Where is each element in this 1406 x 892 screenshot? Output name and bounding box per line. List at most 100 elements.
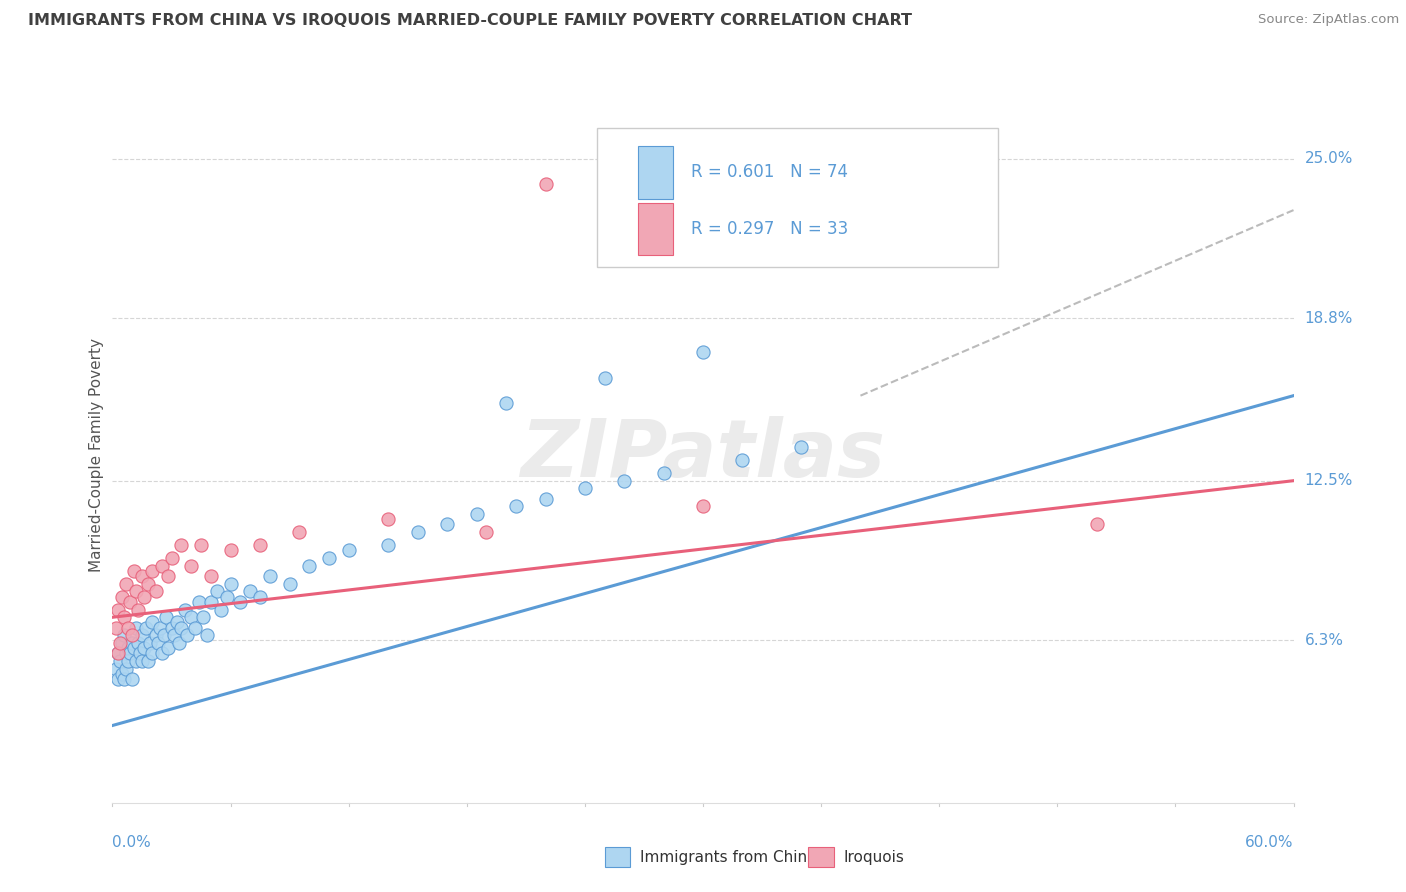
- Point: [170, 621, 193, 635]
- Point: [731, 453, 754, 467]
- Point: [574, 482, 596, 496]
- Point: [318, 551, 340, 566]
- Point: [111, 667, 134, 681]
- Point: [131, 628, 153, 642]
- Point: [129, 646, 152, 660]
- Point: [174, 602, 197, 616]
- Point: [117, 641, 139, 656]
- Text: 25.0%: 25.0%: [1305, 151, 1353, 166]
- Point: [121, 628, 143, 642]
- Point: [122, 564, 145, 578]
- Point: [125, 621, 148, 635]
- Point: [107, 646, 129, 660]
- Point: [132, 590, 155, 604]
- Point: [110, 654, 132, 668]
- Point: [107, 602, 129, 616]
- Point: [534, 178, 557, 192]
- Point: [1085, 517, 1108, 532]
- Point: [288, 525, 311, 540]
- Point: [150, 646, 173, 660]
- Point: [180, 610, 202, 624]
- FancyBboxPatch shape: [638, 202, 673, 255]
- Point: [298, 558, 321, 573]
- Point: [505, 500, 527, 514]
- FancyBboxPatch shape: [638, 146, 673, 199]
- Point: [215, 590, 238, 604]
- Point: [176, 628, 198, 642]
- Point: [141, 615, 163, 630]
- Point: [162, 628, 184, 642]
- Point: [152, 628, 174, 642]
- Point: [145, 584, 167, 599]
- Text: 6.3%: 6.3%: [1305, 633, 1344, 648]
- Text: ZIPatlas: ZIPatlas: [520, 416, 886, 494]
- Text: 18.8%: 18.8%: [1305, 310, 1353, 326]
- Point: [112, 672, 135, 686]
- Text: 0.0%: 0.0%: [112, 836, 152, 850]
- Text: R = 0.297   N = 33: R = 0.297 N = 33: [692, 219, 848, 238]
- Point: [406, 525, 429, 540]
- Point: [112, 628, 135, 642]
- Point: [790, 440, 813, 454]
- Point: [111, 636, 134, 650]
- Point: [125, 584, 148, 599]
- Point: [146, 636, 169, 650]
- Point: [475, 525, 498, 540]
- Point: [115, 646, 138, 660]
- Point: [337, 543, 360, 558]
- Text: Immigrants from China: Immigrants from China: [640, 850, 817, 864]
- Point: [132, 641, 155, 656]
- Point: [110, 636, 132, 650]
- Point: [200, 595, 222, 609]
- Point: [169, 636, 191, 650]
- Point: [105, 621, 128, 635]
- Text: 12.5%: 12.5%: [1305, 473, 1353, 488]
- Point: [692, 344, 714, 359]
- Point: [191, 610, 214, 624]
- Point: [156, 641, 179, 656]
- Point: [120, 595, 142, 609]
- Point: [278, 576, 301, 591]
- Point: [115, 662, 138, 676]
- Point: [170, 538, 193, 552]
- Point: [121, 672, 143, 686]
- Point: [692, 500, 714, 514]
- Point: [166, 615, 188, 630]
- Point: [120, 646, 142, 660]
- Point: [117, 621, 139, 635]
- Point: [465, 507, 488, 521]
- Point: [145, 628, 167, 642]
- Text: 60.0%: 60.0%: [1246, 836, 1294, 850]
- Point: [593, 370, 616, 384]
- Point: [534, 491, 557, 506]
- Point: [188, 595, 211, 609]
- Point: [195, 628, 218, 642]
- Text: IMMIGRANTS FROM CHINA VS IROQUOIS MARRIED-COUPLE FAMILY POVERTY CORRELATION CHAR: IMMIGRANTS FROM CHINA VS IROQUOIS MARRIE…: [28, 13, 912, 29]
- Point: [115, 576, 138, 591]
- Point: [229, 595, 252, 609]
- Point: [180, 558, 202, 573]
- Point: [190, 538, 212, 552]
- Point: [112, 610, 135, 624]
- Point: [652, 466, 675, 480]
- Point: [127, 636, 149, 650]
- Point: [205, 584, 228, 599]
- Point: [135, 621, 157, 635]
- Point: [160, 621, 183, 635]
- Point: [127, 602, 149, 616]
- Point: [377, 512, 399, 526]
- Point: [149, 621, 172, 635]
- Point: [249, 538, 271, 552]
- Point: [160, 551, 183, 566]
- Point: [139, 636, 162, 650]
- Point: [136, 654, 159, 668]
- Point: [107, 672, 129, 686]
- Point: [150, 558, 173, 573]
- Point: [377, 538, 399, 552]
- Point: [141, 646, 163, 660]
- Point: [200, 569, 222, 583]
- Point: [249, 590, 271, 604]
- Point: [117, 654, 139, 668]
- Point: [122, 641, 145, 656]
- Point: [239, 584, 262, 599]
